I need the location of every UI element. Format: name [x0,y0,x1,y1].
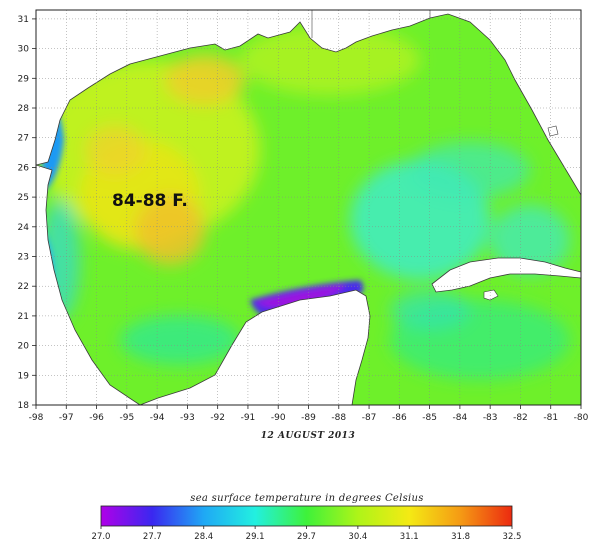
lon-tick-label: -91 [241,413,256,423]
lat-tick-label: 19 [18,371,30,381]
lon-tick-label: -83 [483,413,498,423]
date-label: 12 AUGUST 2013 [261,431,355,441]
lon-tick-label: -82 [513,413,528,423]
colorbar-tick-label: 31.8 [451,532,470,542]
colorbar-tick-label: 29.7 [297,532,316,542]
lat-tick-label: 29 [18,74,30,84]
lat-tick-label: 20 [18,342,30,352]
lon-tick-label: -89 [301,413,316,423]
lat-tick-label: 25 [18,193,29,203]
lon-tick-label: -90 [271,413,286,423]
lon-tick-label: -95 [119,413,134,423]
lon-tick-label: -81 [543,413,558,423]
lon-tick-label: -88 [331,413,346,423]
latitude-axis: 31 30 29 28 27 26 25 24 23 22 21 20 19 18 [18,15,36,411]
florida-key [547,125,559,137]
lon-tick-label: -94 [150,413,165,423]
mexico-coast [36,164,581,405]
temperature-annotation: 84-88 F. [112,191,188,211]
lon-tick-label: -97 [59,413,74,423]
longitude-axis: -98 -97 -96 -95 -94 -93 -92 -91 -90 -89 -88 -87 -86 -… [29,405,589,423]
lon-tick-label: -93 [180,413,195,423]
lat-tick-label: 23 [18,253,29,263]
us-gulf-coast [36,10,581,196]
lat-tick-label: 21 [18,312,29,322]
isla-de-la-juventud [483,289,499,301]
colorbar-title: sea surface temperature in degrees Celsi… [190,493,423,504]
lat-tick-label: 31 [18,15,29,25]
colorbar-tick-label: 31.1 [400,532,419,542]
lat-tick-label: 28 [18,104,30,114]
lat-tick-label: 26 [18,163,30,173]
colorbar-tick-label: 32.5 [503,532,522,542]
sst-field [36,10,581,405]
lon-tick-label: -87 [362,413,377,423]
colorbar-tick-label: 28.4 [194,532,213,542]
lat-tick-label: 18 [18,401,30,411]
colorbar-ticks: 27.0 27.7 28.4 29.1 29.7 30.4 31.1 31.8 32.5 [92,526,522,542]
lon-tick-label: -84 [453,413,468,423]
colorbar [100,505,513,527]
lon-tick-label: -98 [29,413,44,423]
lon-tick-label: -80 [574,413,589,423]
lon-tick-label: -96 [89,413,104,423]
colorbar-tick-label: 29.1 [246,532,265,542]
yucatan-peninsula [139,289,371,405]
lon-tick-label: -85 [422,413,437,423]
colorbar-tick-label: 27.7 [143,532,162,542]
lat-tick-label: 24 [18,223,30,233]
colorbar-tick-label: 30.4 [348,532,367,542]
land [36,10,581,405]
colorbar-tick-label: 27.0 [92,532,111,542]
cuba [431,257,581,293]
lat-tick-label: 30 [18,45,30,55]
lat-tick-label: 27 [18,134,29,144]
lon-tick-label: -92 [210,413,225,423]
graticule [35,10,582,406]
lon-tick-label: -86 [392,413,407,423]
lat-tick-label: 22 [18,282,29,292]
